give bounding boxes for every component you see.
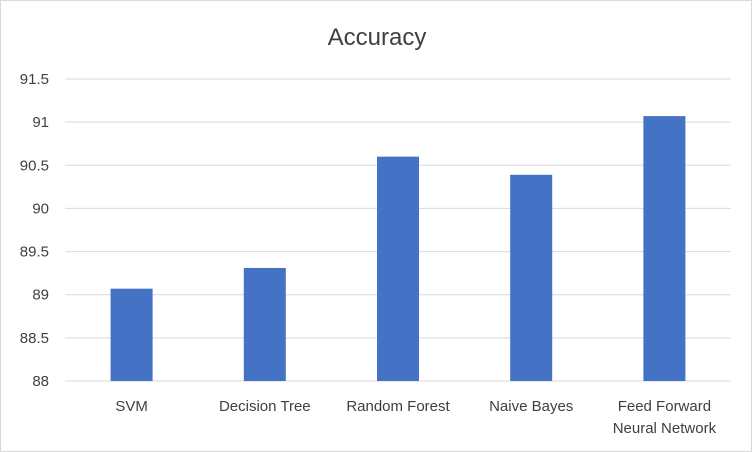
x-category-label: SVM bbox=[115, 398, 148, 415]
y-tick-label: 90 bbox=[32, 200, 49, 217]
chart-title: Accuracy bbox=[328, 24, 427, 51]
bar bbox=[377, 156, 419, 381]
bar bbox=[243, 267, 286, 381]
y-tick-label: 91 bbox=[32, 114, 49, 131]
x-axis-labels: SVM Decision Tree Random Forest Naive Bayes… bbox=[115, 398, 716, 437]
y-tick-label: 89 bbox=[32, 287, 49, 304]
x-category-label: Decision Tree bbox=[219, 398, 311, 415]
bars bbox=[110, 116, 686, 382]
bar bbox=[643, 116, 686, 382]
x-category-label: Naive Bayes bbox=[489, 398, 573, 415]
y-tick-label: 88.5 bbox=[20, 330, 49, 347]
y-tick-label: 91.5 bbox=[20, 71, 49, 88]
x-category-label: Neural Network bbox=[613, 420, 717, 437]
y-tick-label: 88 bbox=[32, 373, 49, 390]
x-category-label: Random Forest bbox=[346, 398, 450, 415]
bar bbox=[110, 288, 153, 381]
y-tick-label: 90.5 bbox=[20, 157, 49, 174]
bar bbox=[510, 174, 553, 381]
y-axis-ticks: 88 88.5 89 89.5 90 90.5 91 91.5 bbox=[20, 71, 49, 390]
y-tick-label: 89.5 bbox=[20, 244, 49, 261]
x-category-label: Feed Forward bbox=[618, 398, 711, 415]
